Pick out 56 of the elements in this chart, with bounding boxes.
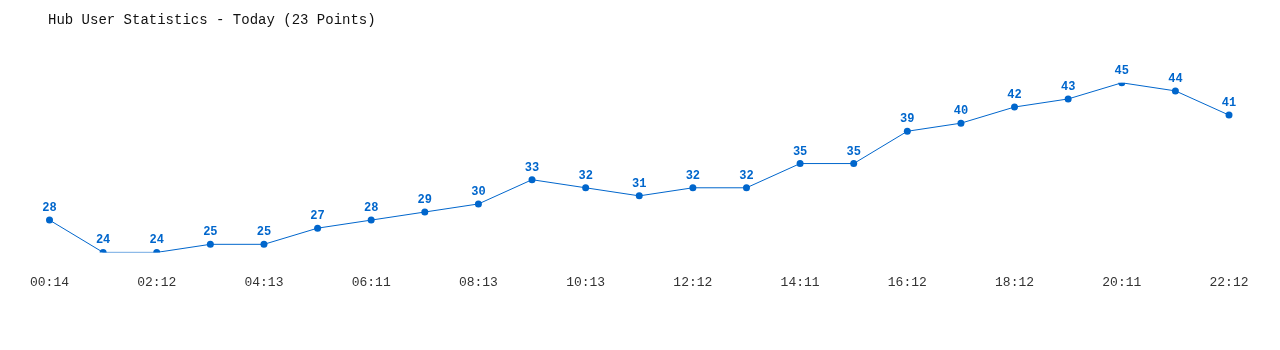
data-label: 39	[900, 112, 915, 127]
point	[206, 240, 214, 248]
point	[742, 184, 750, 192]
point	[367, 216, 375, 224]
x-tick-label: 10:13	[566, 274, 606, 290]
x-tick-label: 04:13	[244, 274, 284, 290]
x-tick-label: 20:11	[1102, 274, 1142, 290]
point	[1011, 103, 1019, 111]
x-tick-label: 06:11	[351, 274, 391, 290]
data-label: 44	[1168, 71, 1183, 86]
data-label: 29	[417, 193, 432, 208]
point	[314, 224, 322, 232]
point	[474, 200, 482, 208]
data-label: 25	[256, 225, 272, 240]
data-label: 42	[1007, 88, 1022, 103]
data-label: 32	[739, 168, 754, 183]
point	[903, 127, 911, 135]
data-label: 25	[203, 225, 218, 240]
x-tick-label: 22:12	[1209, 274, 1249, 290]
point	[850, 160, 858, 168]
data-label: 32	[685, 168, 701, 183]
data-label: 28	[42, 201, 57, 216]
point	[46, 216, 53, 224]
data-label: 32	[578, 168, 593, 183]
data-label: 24	[95, 233, 111, 248]
point	[1225, 111, 1233, 119]
data-label: 27	[310, 209, 325, 224]
data-label: 30	[471, 184, 486, 199]
point	[421, 208, 429, 216]
point	[1171, 87, 1179, 95]
x-tick-label: 02:12	[137, 274, 177, 290]
data-label: 43	[1060, 79, 1076, 94]
data-label: 45	[1114, 63, 1129, 78]
point	[582, 184, 590, 192]
data-label: 35	[792, 144, 808, 159]
x-tick-label: 12:12	[673, 274, 713, 290]
x-tick-label: 18:12	[995, 274, 1035, 290]
data-label: 35	[846, 144, 861, 159]
point	[796, 160, 804, 168]
point	[1064, 95, 1072, 103]
data-label: 24	[149, 233, 164, 248]
x-tick-label: 14:11	[780, 274, 820, 290]
point	[528, 176, 536, 184]
data-label: 40	[953, 104, 969, 119]
chart-title: Hub User Statistics - Today (23 Points)	[48, 12, 376, 29]
data-label: 28	[363, 201, 379, 216]
point	[957, 119, 965, 127]
point	[689, 184, 697, 192]
x-tick-label: 00:14	[30, 274, 70, 290]
data-label: 33	[524, 160, 540, 175]
point	[635, 192, 643, 200]
point	[260, 240, 268, 248]
x-tick-label: 08:13	[458, 274, 498, 290]
data-label: 31	[632, 176, 647, 191]
data-label: 41	[1221, 96, 1237, 111]
x-tick-label: 16:12	[887, 274, 927, 290]
